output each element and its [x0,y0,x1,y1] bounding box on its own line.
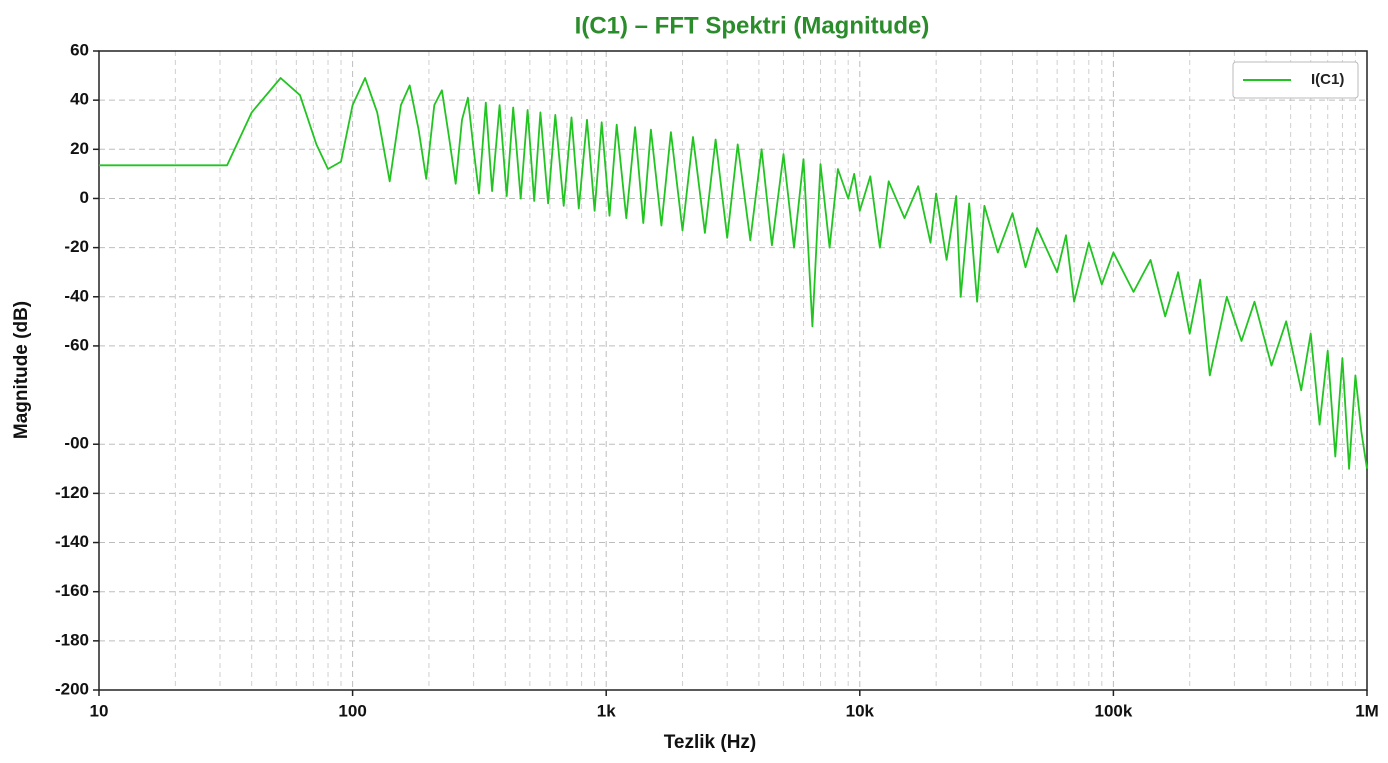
y-tick-label: -180 [55,630,89,649]
y-tick-label: 60 [70,40,89,59]
x-tick-label: 100 [338,701,366,720]
y-tick-label: -200 [55,679,89,698]
legend-box [1232,61,1359,99]
y-tick-label: -120 [55,483,89,502]
y-tick-label: 0 [80,188,89,207]
x-tick-label: 100k [1094,701,1132,720]
x-tick-label: 1k [597,701,616,720]
legend-label: I(C1) [1311,71,1344,88]
plot-frame [98,50,1368,691]
y-tick-label: -160 [55,581,89,600]
x-tick-label: 10 [90,701,109,720]
y-tick-label: -140 [55,532,89,551]
y-tick-label: 40 [70,90,89,109]
y-tick-label: -20 [64,237,89,256]
x-tick-label: 1M [1355,701,1379,720]
y-axis-label: Magnitude (dB) [11,301,32,439]
y-tick-label: 20 [70,139,89,158]
y-tick-label: -40 [64,286,89,305]
x-axis-label: Tezlik (Hz) [664,732,757,753]
chart-title: I(C1) – FFT Spektri (Magnitude) [575,12,930,39]
x-tick-label: 10k [846,701,875,720]
y-tick-label: -00 [64,434,89,453]
series-line [99,77,1368,470]
y-tick-label: -60 [64,335,89,354]
